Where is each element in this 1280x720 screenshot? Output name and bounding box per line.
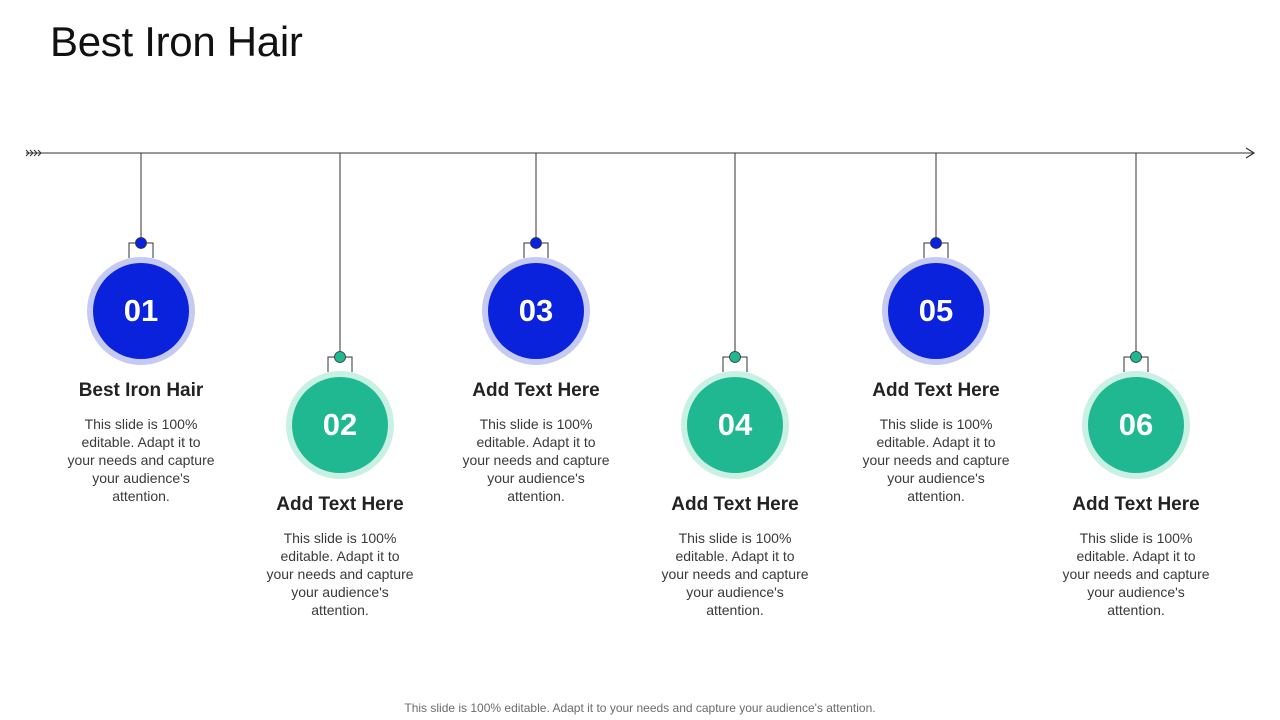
step-description: This slide is 100% editable. Adapt it to… — [67, 416, 215, 504]
step-description: This slide is 100% editable. Adapt it to… — [1062, 530, 1210, 618]
step-connector — [1123, 153, 1149, 372]
step-item-02: 02 Add Text Here This slide is 100% editab… — [240, 369, 440, 669]
step-description: This slide is 100% editable. Adapt it to… — [462, 416, 610, 504]
step-item-05: 05 Add Text Here This slide is 100% editab… — [836, 255, 1036, 555]
step-description: This slide is 100% editable. Adapt it to… — [661, 530, 809, 618]
step-heading: Add Text Here — [1072, 494, 1200, 515]
step-heading: Add Text Here — [276, 494, 404, 515]
footer-note: This slide is 100% editable. Adapt it to… — [404, 701, 876, 715]
step-connector — [327, 153, 353, 372]
connector-dot — [729, 351, 741, 363]
step-heading: Best Iron Hair — [78, 380, 204, 401]
step-number-circle: 06 — [1088, 377, 1184, 473]
timeline-axis — [25, 147, 1256, 159]
step-heading: Add Text Here — [472, 380, 600, 401]
step-number-circle: 02 — [292, 377, 388, 473]
step-connector — [722, 153, 748, 372]
connector-dot — [1130, 351, 1142, 363]
step-item-01: 01 Best Iron Hair This slide is 100% edita… — [41, 255, 241, 555]
step-description: This slide is 100% editable. Adapt it to… — [862, 416, 1010, 504]
step-connector — [923, 153, 949, 258]
step-heading: Add Text Here — [872, 380, 1000, 401]
step-item-03: 03 Add Text Here This slide is 100% editab… — [436, 255, 636, 555]
connector-dot — [135, 237, 147, 249]
step-number-circle: 03 — [488, 263, 584, 359]
step-number-circle: 01 — [93, 263, 189, 359]
step-number-circle: 04 — [687, 377, 783, 473]
step-connector — [523, 153, 549, 258]
timeline-arrow-head — [1245, 147, 1256, 159]
connector-dot — [930, 237, 942, 249]
step-number-circle: 05 — [888, 263, 984, 359]
connector-dot — [530, 237, 542, 249]
slide-title: Best Iron Hair — [50, 18, 303, 65]
timeline-start-chevrons — [25, 149, 42, 157]
step-item-04: 04 Add Text Here This slide is 100% editab… — [635, 369, 835, 669]
step-item-06: 06 Add Text Here This slide is 100% editab… — [1036, 369, 1236, 669]
step-description: This slide is 100% editable. Adapt it to… — [266, 530, 414, 618]
step-connectors — [128, 153, 1149, 372]
connector-dot — [334, 351, 346, 363]
step-heading: Add Text Here — [671, 494, 799, 515]
step-connector — [128, 153, 154, 258]
